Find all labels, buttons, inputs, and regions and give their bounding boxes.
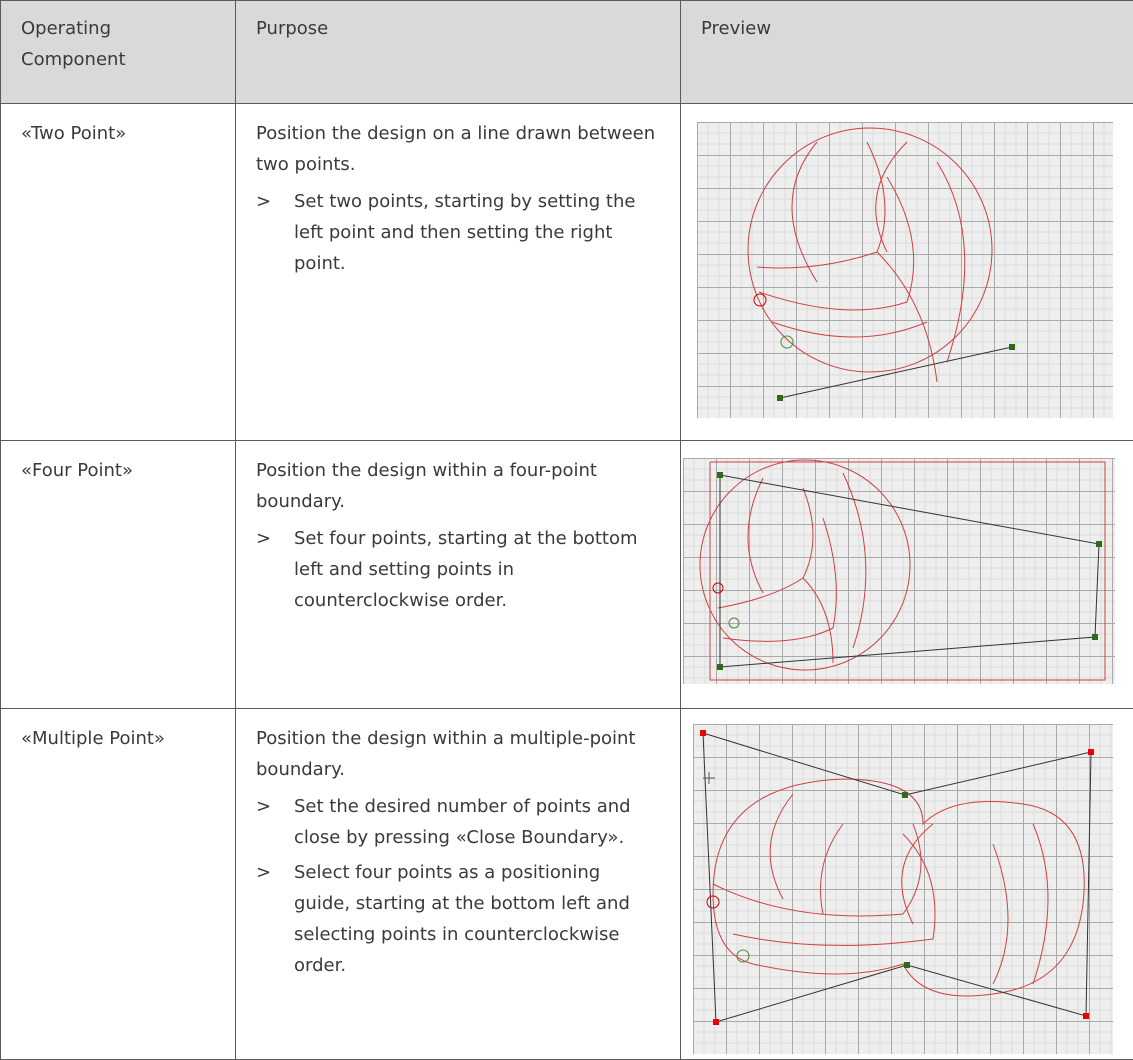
purpose-cell: Position the design within a multiple-po… [236,709,681,1060]
preview [683,458,1115,684]
header-cell: Operating Component [1,1,236,104]
preview-cell [681,441,1133,709]
purpose-cell: Position the design within a four-point … [236,441,681,709]
component: «Four Point» [1,441,236,709]
preview [697,122,1113,418]
preview [693,724,1113,1054]
step-marker: > [256,857,294,981]
step-marker: > [256,523,294,616]
step: >Set four points, starting at the bottom… [256,523,660,616]
component: «Two Point» [1,104,236,441]
step-marker: > [256,186,294,279]
purpose-cell: Position the design on a line drawn betw… [236,104,681,441]
step: >Set the desired number of points and cl… [256,791,660,853]
step-marker: > [256,791,294,853]
preview-cell [681,104,1133,441]
step: >Select four points as a positioning gui… [256,857,660,981]
purpose: Position the design on a line drawn betw… [256,118,660,180]
step-text: Set four points, starting at the bottom … [294,523,660,616]
purpose: Position the design within a four-point … [256,455,660,517]
header-cell: Purpose [236,1,681,104]
step-text: Select four points as a positioning guid… [294,857,660,981]
preview-cell [681,709,1133,1060]
component: «Multiple Point» [1,709,236,1060]
header-cell: Preview [681,1,1133,104]
step: >Set two points, starting by setting the… [256,186,660,279]
step-text: Set two points, starting by setting the … [294,186,660,279]
step-text: Set the desired number of points and clo… [294,791,660,853]
purpose: Position the design within a multiple-po… [256,723,660,785]
